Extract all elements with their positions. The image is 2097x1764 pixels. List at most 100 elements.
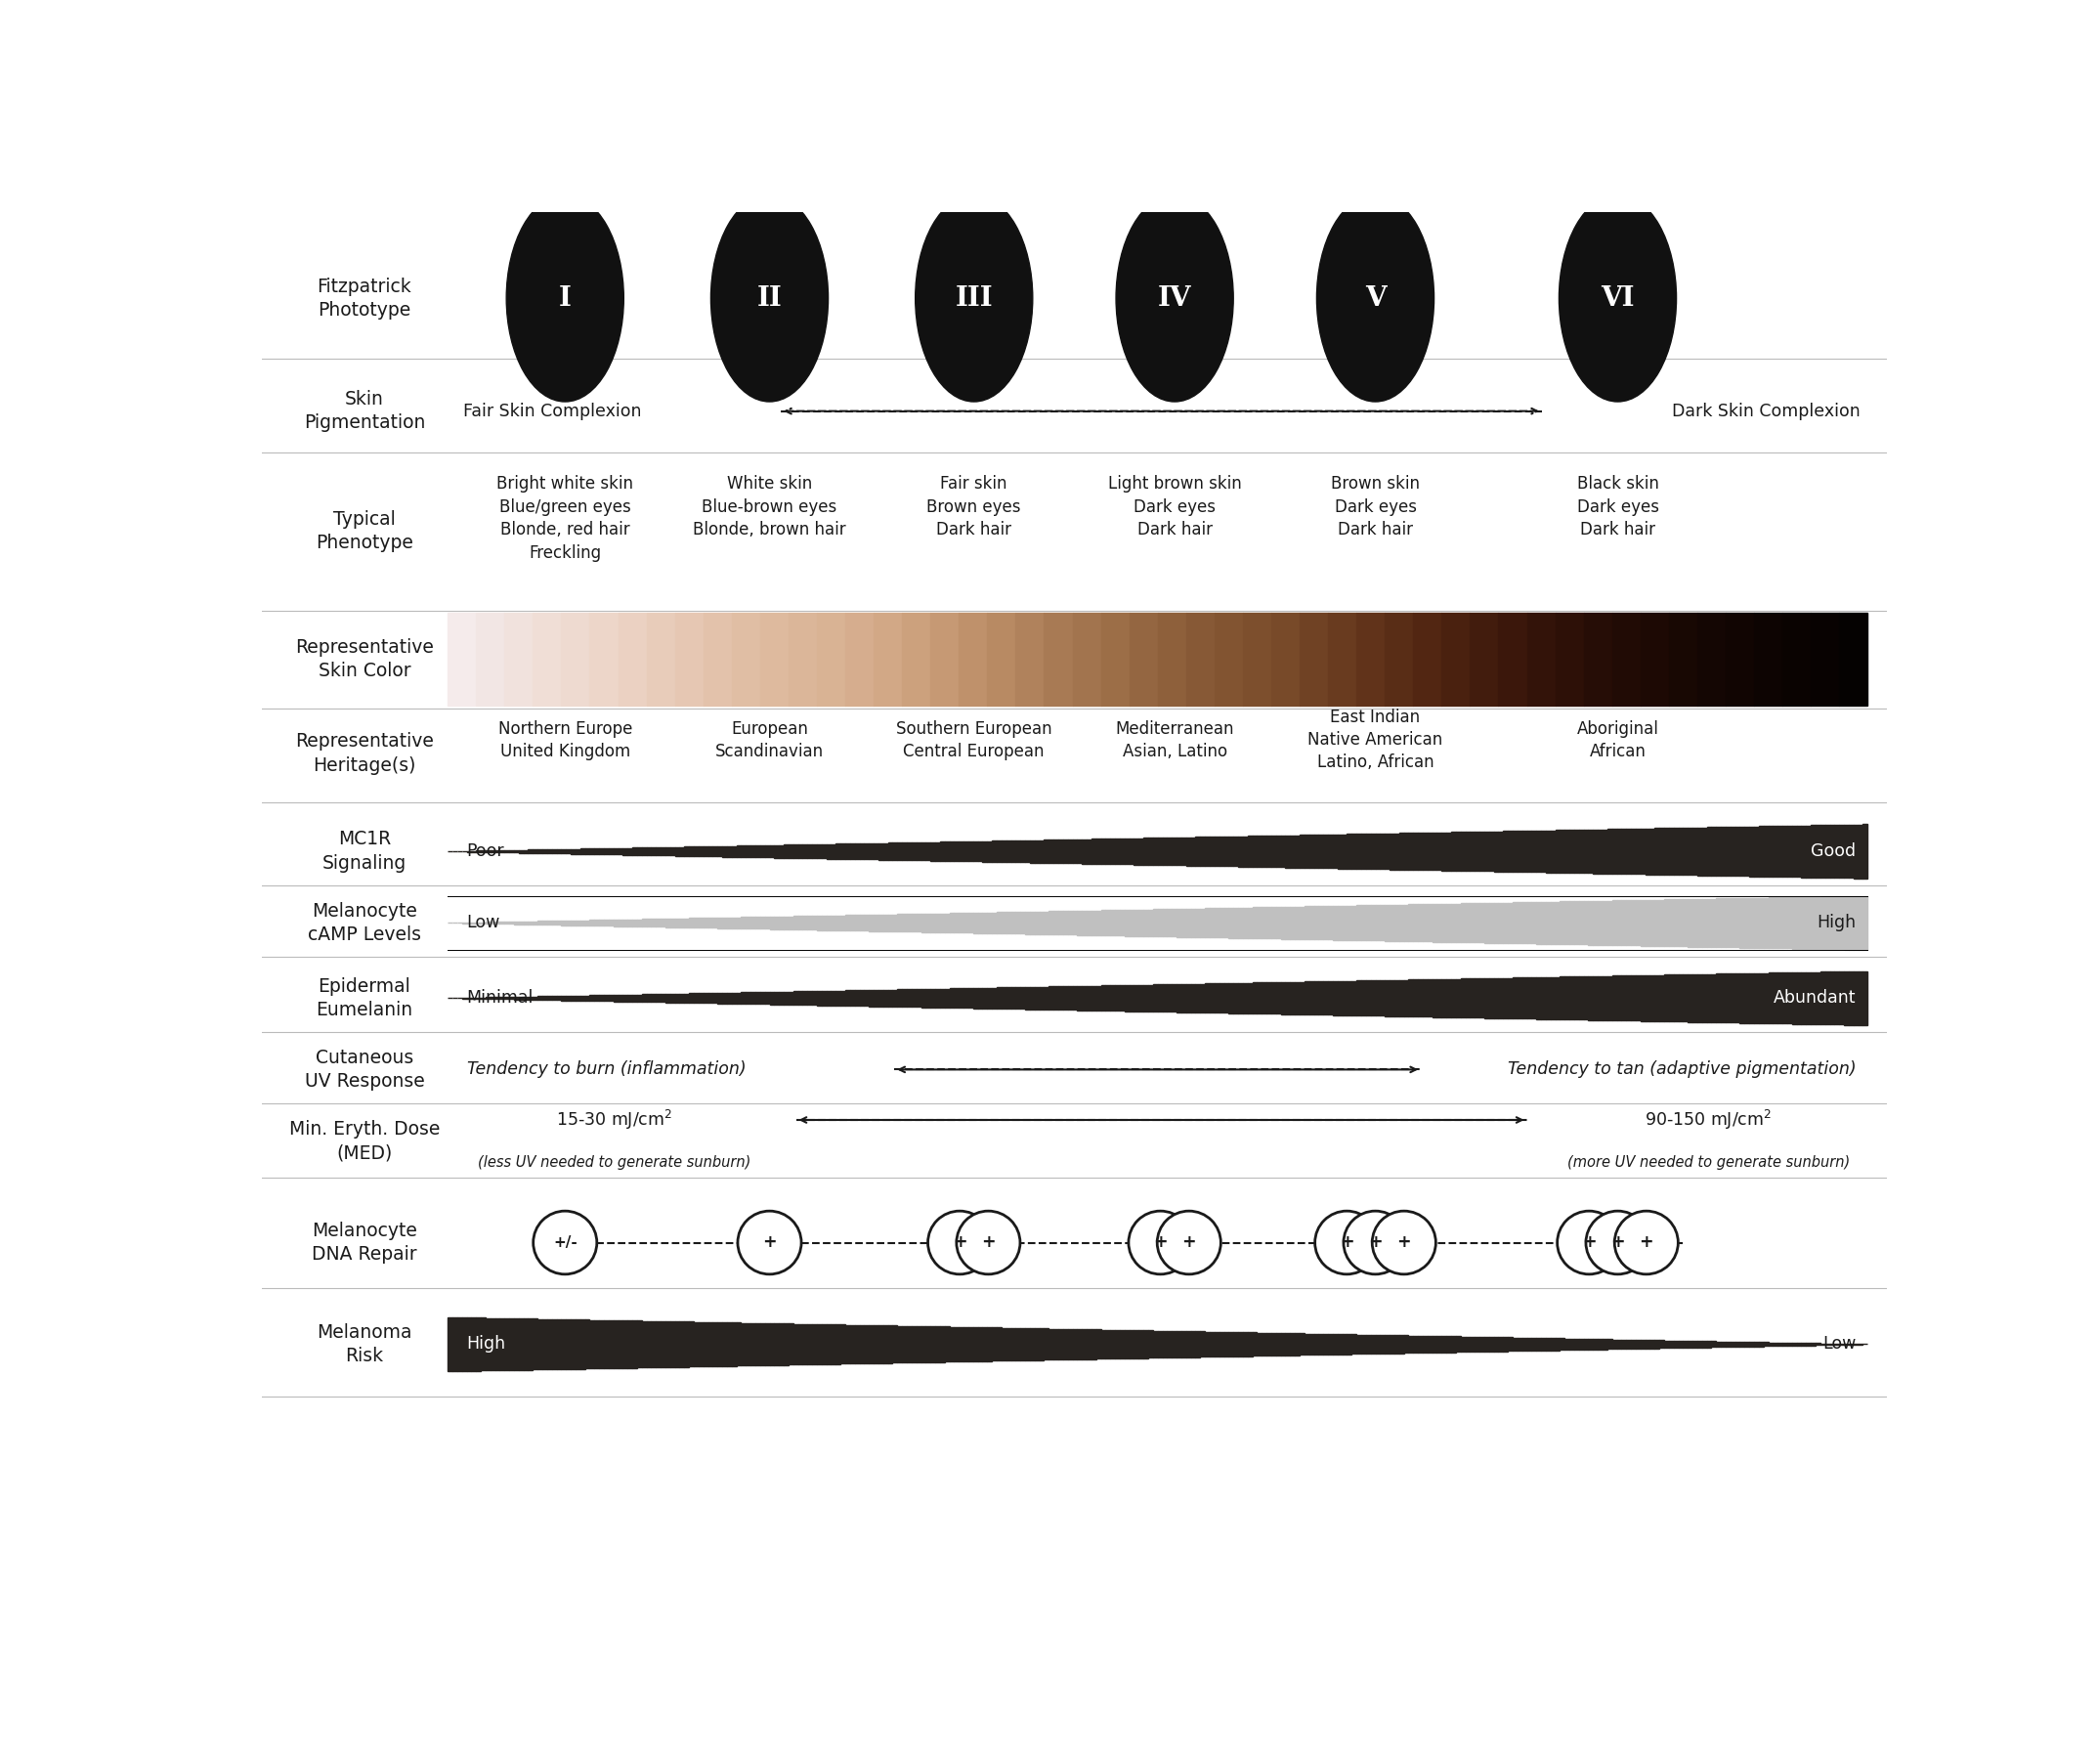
Text: Poor: Poor xyxy=(468,843,505,861)
Bar xyxy=(1225,1332,1229,1357)
Bar xyxy=(1499,1337,1504,1351)
Bar xyxy=(495,850,499,852)
Bar xyxy=(1493,903,1499,942)
Bar xyxy=(1172,908,1176,937)
Bar xyxy=(1512,1337,1518,1351)
Bar xyxy=(916,843,921,861)
Bar xyxy=(665,993,671,1002)
Bar xyxy=(1072,986,1078,1011)
Bar xyxy=(874,1325,879,1364)
Bar xyxy=(642,919,646,926)
Bar xyxy=(830,916,837,930)
Bar xyxy=(600,1319,604,1369)
Bar xyxy=(906,914,912,931)
Bar xyxy=(491,1318,495,1371)
Bar xyxy=(1451,1337,1455,1353)
Bar xyxy=(1225,983,1229,1013)
Bar xyxy=(1342,981,1346,1014)
Bar xyxy=(1470,1337,1474,1351)
Bar xyxy=(1741,974,1745,1023)
Bar xyxy=(856,916,860,931)
Circle shape xyxy=(738,1212,801,1274)
Bar xyxy=(1493,1337,1499,1351)
Bar xyxy=(1650,1341,1655,1348)
Bar xyxy=(543,997,547,1000)
Bar xyxy=(623,848,627,856)
Bar xyxy=(1474,903,1480,942)
Bar xyxy=(1489,903,1493,942)
Bar xyxy=(1753,826,1759,877)
Bar xyxy=(656,847,661,856)
Bar xyxy=(1583,901,1587,944)
Bar xyxy=(1040,840,1044,863)
Bar xyxy=(675,847,679,856)
Bar xyxy=(1357,1335,1361,1355)
Bar xyxy=(732,847,736,857)
Bar xyxy=(1564,977,1569,1020)
Bar xyxy=(1508,903,1512,944)
Bar xyxy=(1560,831,1564,873)
Bar xyxy=(1447,903,1451,942)
Bar xyxy=(1285,836,1290,868)
Bar xyxy=(1063,986,1067,1009)
Bar xyxy=(1384,981,1390,1016)
Bar xyxy=(1655,900,1659,946)
Bar xyxy=(849,1325,856,1364)
Bar xyxy=(570,848,575,854)
Bar xyxy=(505,850,510,852)
Bar xyxy=(656,1321,661,1367)
Bar xyxy=(1153,984,1158,1011)
Bar xyxy=(1143,910,1149,937)
Bar xyxy=(1413,612,1441,706)
Bar xyxy=(1537,831,1541,871)
Bar xyxy=(1053,840,1059,863)
Bar xyxy=(1365,981,1371,1016)
Bar xyxy=(612,919,619,926)
Bar xyxy=(1030,1328,1034,1360)
Bar xyxy=(518,921,524,924)
Bar xyxy=(633,1321,637,1367)
Bar xyxy=(1835,896,1839,949)
Bar xyxy=(983,1327,988,1362)
Bar xyxy=(1772,898,1778,947)
Bar xyxy=(883,843,887,859)
Bar xyxy=(1206,984,1210,1013)
Bar xyxy=(1044,612,1072,706)
Bar xyxy=(774,1323,778,1365)
Bar xyxy=(799,845,803,857)
Bar xyxy=(1413,905,1418,942)
Bar xyxy=(1365,1335,1371,1353)
Bar xyxy=(1621,975,1625,1021)
Bar xyxy=(1537,977,1541,1020)
Bar xyxy=(1281,836,1285,868)
Bar xyxy=(1715,1341,1722,1348)
Bar xyxy=(1365,834,1371,870)
Bar xyxy=(476,1318,480,1371)
Bar xyxy=(996,1328,1002,1360)
Bar xyxy=(1835,826,1839,878)
Bar xyxy=(977,912,983,933)
Bar xyxy=(702,1321,709,1367)
Bar xyxy=(1806,972,1812,1025)
Bar xyxy=(1315,981,1319,1014)
Bar xyxy=(1745,974,1749,1023)
Bar xyxy=(1730,974,1734,1023)
Bar xyxy=(1801,972,1806,1023)
Bar xyxy=(1244,612,1271,706)
Bar xyxy=(589,1319,593,1369)
Bar xyxy=(1812,972,1816,1025)
Bar xyxy=(665,847,671,856)
Bar xyxy=(1101,612,1130,706)
Bar xyxy=(1722,898,1726,947)
Bar xyxy=(996,841,1002,863)
Bar xyxy=(1843,824,1850,878)
Bar xyxy=(717,917,721,928)
Bar xyxy=(1602,1339,1606,1349)
Bar xyxy=(1791,1342,1797,1346)
Bar xyxy=(1432,1335,1436,1353)
Bar xyxy=(893,914,898,931)
Bar xyxy=(1518,977,1522,1018)
Bar xyxy=(845,916,849,930)
Bar xyxy=(751,991,755,1004)
Bar xyxy=(1172,838,1176,864)
